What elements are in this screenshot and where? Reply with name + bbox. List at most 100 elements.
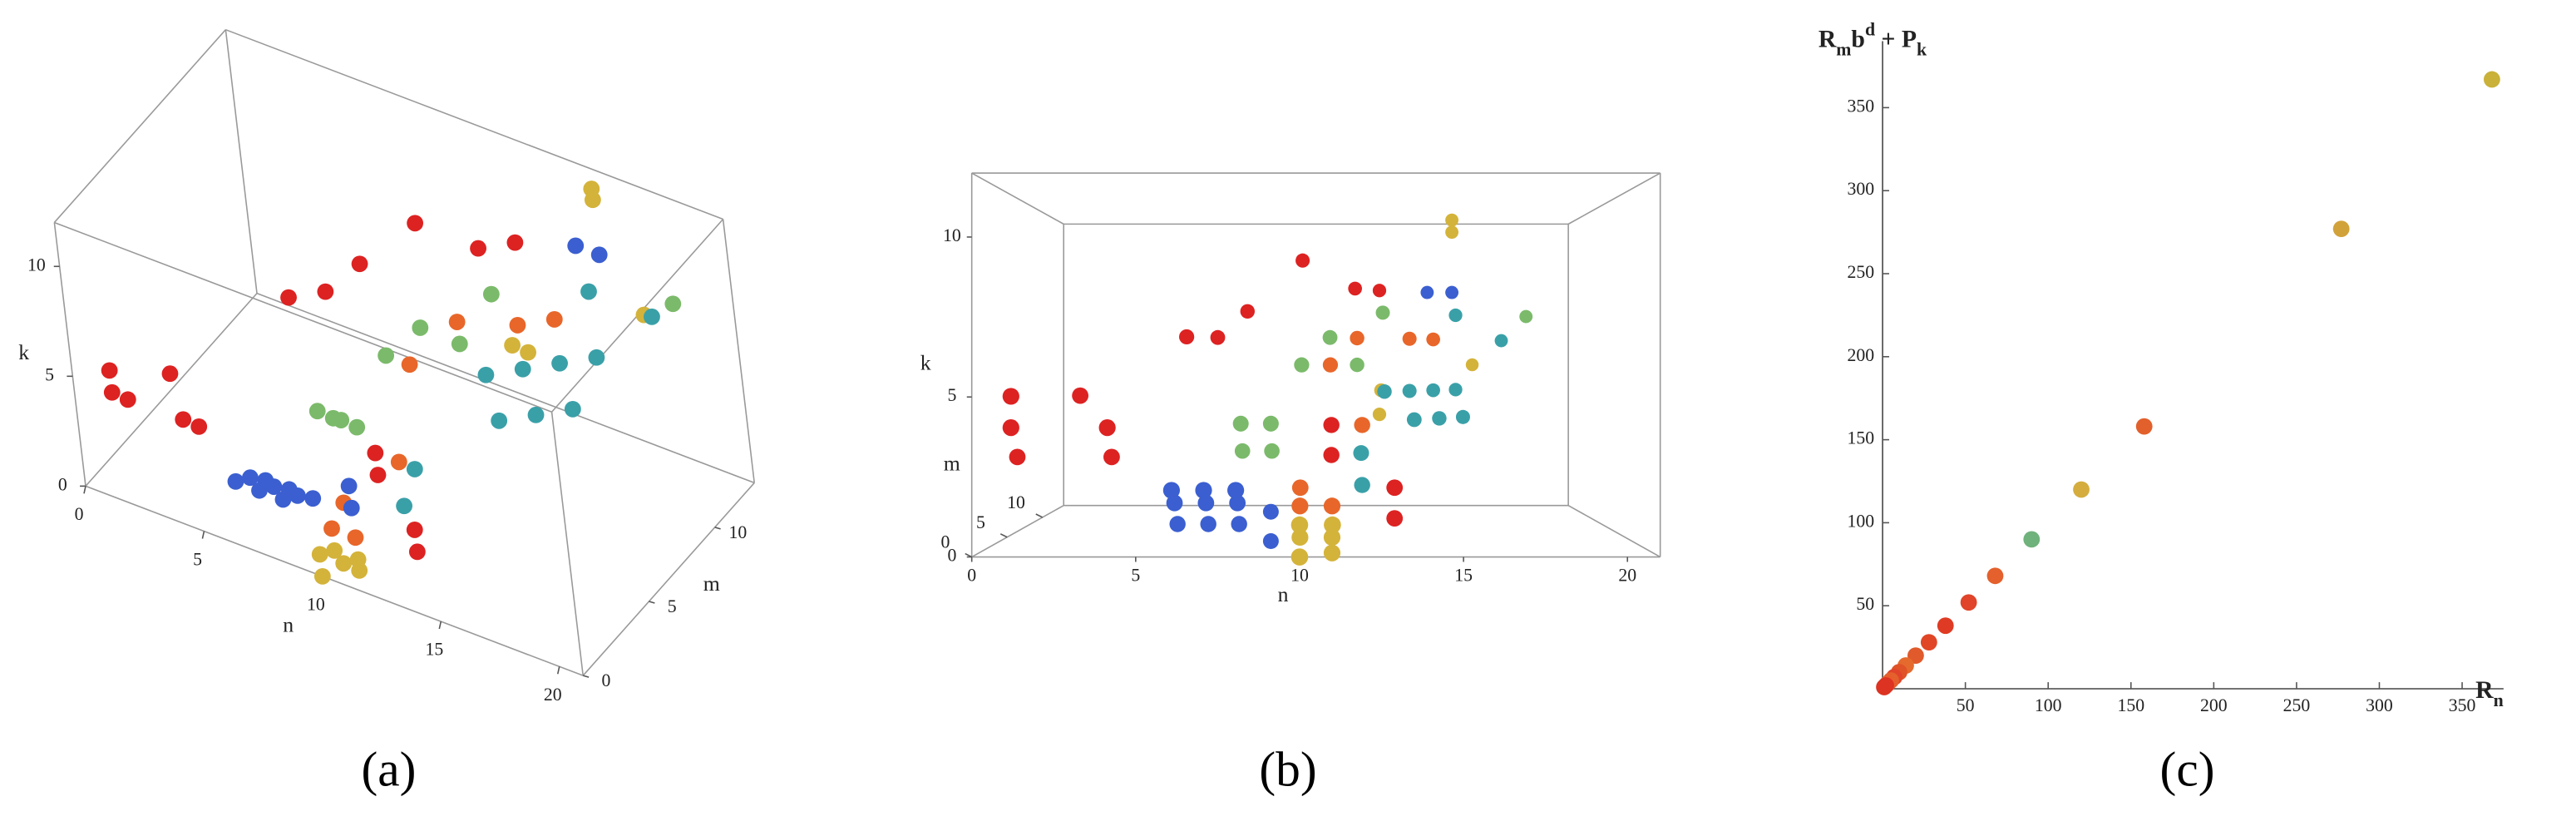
data-point: [257, 472, 274, 489]
data-point: [1169, 516, 1186, 532]
data-point: [1372, 284, 1387, 298]
data-point: [407, 215, 424, 232]
data-point: [1907, 647, 1924, 665]
data-point: [1348, 281, 1362, 296]
x-tick-label: 15: [1454, 565, 1473, 585]
data-point: [664, 295, 682, 313]
data-point: [1009, 448, 1026, 466]
data-point: [406, 461, 423, 477]
y-tick-label: 150: [1848, 428, 1875, 448]
data-point: [1322, 357, 1339, 373]
data-point: [1323, 447, 1340, 463]
data-point: [644, 308, 660, 325]
data-point: [1002, 419, 1019, 437]
data-point: [1402, 383, 1417, 398]
data-point: [588, 349, 605, 366]
y-tick-label: 0: [601, 670, 610, 690]
data-point: [343, 499, 360, 517]
x-tick-label: 0: [967, 565, 976, 585]
data-point: [101, 362, 118, 379]
data-point: [311, 546, 328, 563]
y-tick-label: 5: [668, 596, 677, 616]
data-point: [1179, 329, 1195, 345]
data-point: [1960, 594, 1977, 611]
data-point: [1291, 479, 1309, 497]
tick-mark: [999, 533, 1008, 538]
data-point: [1290, 516, 1309, 534]
data-point: [1103, 448, 1120, 466]
data-point: [1262, 533, 1279, 550]
data-point: [396, 497, 413, 515]
data-point: [564, 400, 581, 418]
tick-mark: [649, 601, 655, 604]
data-point: [1291, 497, 1309, 515]
label-part: d: [1865, 20, 1875, 40]
data-point: [1166, 494, 1183, 512]
data-point: [1072, 387, 1089, 404]
box-edge: [582, 482, 755, 676]
data-point: [408, 543, 426, 561]
data-point: [504, 337, 521, 354]
x-tick-label: 50: [1957, 695, 1975, 715]
x-tick-label: 150: [2117, 695, 2144, 715]
x-tick-label: 10: [1290, 565, 1309, 585]
data-point: [1494, 334, 1508, 348]
data-point: [1350, 330, 1364, 346]
data-point: [324, 409, 342, 427]
data-point: [1448, 383, 1463, 397]
box-edge: [1567, 172, 1661, 225]
data-point: [580, 283, 597, 300]
x-tick-label: 100: [2035, 695, 2062, 715]
data-point: [1455, 409, 1470, 424]
box-edge: [53, 29, 226, 223]
data-point: [1420, 285, 1434, 299]
label-part: + P: [1875, 26, 1917, 52]
box-edge: [971, 172, 1064, 225]
data-point: [347, 529, 364, 547]
data-point: [1210, 329, 1226, 345]
data-point: [567, 237, 585, 255]
data-point: [367, 444, 384, 462]
data-point: [491, 412, 508, 429]
z-tick-label: 5: [947, 385, 956, 405]
x-tick-label: 250: [2283, 695, 2311, 715]
box-edge: [53, 222, 86, 487]
data-point: [1291, 528, 1309, 547]
data-point: [1372, 407, 1387, 422]
y-axis-label: Rmbd + Pk: [1818, 20, 1927, 60]
data-point: [1227, 482, 1245, 499]
data-point: [1375, 305, 1390, 320]
data-point: [1264, 443, 1280, 459]
x-tick-label: 5: [1131, 565, 1140, 585]
data-point: [545, 311, 563, 328]
data-point: [1229, 494, 1246, 512]
z-tick-label: 5: [45, 364, 54, 384]
data-point: [280, 289, 297, 306]
tick-mark: [201, 531, 205, 539]
data-point: [1353, 445, 1369, 462]
data-point: [1986, 567, 2004, 585]
x-tick-label: 10: [307, 595, 325, 615]
data-point: [1445, 225, 1459, 240]
data-point: [2484, 71, 2500, 88]
y-axis-label: m: [703, 571, 720, 596]
panel-label: (b): [1259, 742, 1316, 797]
data-point: [175, 411, 192, 428]
box-edge: [256, 292, 755, 484]
data-point: [1937, 617, 1954, 635]
label-part: R: [1818, 26, 1837, 52]
data-point: [406, 522, 423, 538]
data-point: [390, 453, 407, 471]
data-point: [1445, 285, 1459, 299]
data-point: [1002, 388, 1019, 405]
data-point: [477, 366, 495, 383]
data-point: [451, 335, 468, 353]
data-point: [190, 418, 208, 435]
tick-mark: [438, 621, 442, 630]
box-edge: [225, 29, 258, 294]
data-point: [482, 285, 500, 303]
data-point: [1386, 510, 1404, 527]
data-point: [1402, 331, 1417, 346]
z-tick-label: 0: [947, 546, 956, 566]
data-point: [2332, 220, 2350, 238]
